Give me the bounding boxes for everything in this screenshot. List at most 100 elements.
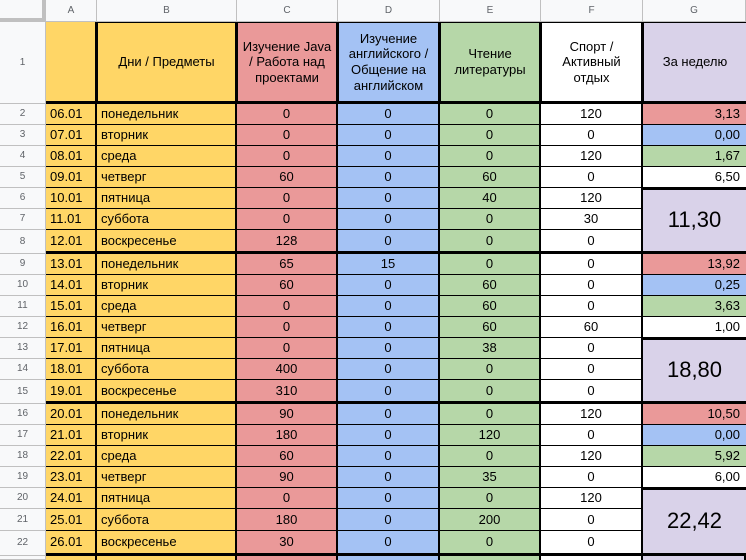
english-minutes-cell[interactable]: 0: [338, 446, 440, 467]
java-minutes-cell[interactable]: 0: [237, 338, 338, 359]
sport-minutes-cell[interactable]: 0: [541, 380, 643, 404]
row-header-15[interactable]: 15: [0, 380, 46, 404]
column-header-f[interactable]: F: [541, 0, 643, 22]
date-cell[interactable]: 08.01: [46, 146, 97, 167]
reading-minutes-cell[interactable]: 38: [440, 338, 541, 359]
reading-minutes-cell[interactable]: 0: [440, 380, 541, 404]
row-header-20[interactable]: 20: [0, 488, 46, 509]
sport-minutes-cell[interactable]: 0: [541, 167, 643, 188]
sport-minutes-cell[interactable]: 0: [541, 531, 643, 556]
date-cell[interactable]: 14.01: [46, 275, 97, 296]
weekly-total-cell[interactable]: 22,42: [643, 488, 746, 556]
day-cell[interactable]: четверг: [97, 317, 237, 338]
english-minutes-cell[interactable]: 0: [338, 467, 440, 488]
java-minutes-cell[interactable]: 0: [237, 317, 338, 338]
sport-minutes-cell[interactable]: 0: [541, 296, 643, 317]
java-minutes-cell[interactable]: 60: [237, 275, 338, 296]
partial-row-cell[interactable]: [643, 556, 746, 560]
column-header-d[interactable]: D: [338, 0, 440, 22]
day-cell[interactable]: вторник: [97, 125, 237, 146]
english-minutes-cell[interactable]: 0: [338, 425, 440, 446]
day-cell[interactable]: суббота: [97, 509, 237, 531]
java-minutes-cell[interactable]: 0: [237, 104, 338, 125]
partial-row-cell[interactable]: [541, 556, 643, 560]
java-minutes-cell[interactable]: 0: [237, 146, 338, 167]
date-cell[interactable]: 07.01: [46, 125, 97, 146]
partial-row-cell[interactable]: [97, 556, 237, 560]
date-cell[interactable]: 20.01: [46, 404, 97, 425]
date-cell[interactable]: 24.01: [46, 488, 97, 509]
reading-minutes-cell[interactable]: 35: [440, 467, 541, 488]
english-minutes-cell[interactable]: 0: [338, 531, 440, 556]
header-reading[interactable]: Чтение литературы: [440, 22, 541, 104]
weekly-ratio-cell[interactable]: 6,00: [643, 467, 746, 488]
english-minutes-cell[interactable]: 0: [338, 380, 440, 404]
day-cell[interactable]: среда: [97, 446, 237, 467]
java-minutes-cell[interactable]: 0: [237, 125, 338, 146]
java-minutes-cell[interactable]: 180: [237, 425, 338, 446]
date-cell[interactable]: 25.01: [46, 509, 97, 531]
row-header-17[interactable]: 17: [0, 425, 46, 446]
weekly-total-cell[interactable]: 18,80: [643, 338, 746, 404]
reading-minutes-cell[interactable]: 60: [440, 167, 541, 188]
sport-minutes-cell[interactable]: 0: [541, 254, 643, 275]
java-minutes-cell[interactable]: 180: [237, 509, 338, 531]
sport-minutes-cell[interactable]: 120: [541, 146, 643, 167]
english-minutes-cell[interactable]: 0: [338, 404, 440, 425]
day-cell[interactable]: воскресенье: [97, 531, 237, 556]
reading-minutes-cell[interactable]: 120: [440, 425, 541, 446]
date-cell[interactable]: 12.01: [46, 230, 97, 254]
java-minutes-cell[interactable]: 90: [237, 404, 338, 425]
java-minutes-cell[interactable]: 90: [237, 467, 338, 488]
weekly-ratio-cell[interactable]: 1,67: [643, 146, 746, 167]
row-header-19[interactable]: 19: [0, 467, 46, 488]
day-cell[interactable]: среда: [97, 296, 237, 317]
sport-minutes-cell[interactable]: 0: [541, 509, 643, 531]
row-header-partial[interactable]: [0, 556, 46, 560]
row-header-2[interactable]: 2: [0, 104, 46, 125]
sport-minutes-cell[interactable]: 0: [541, 125, 643, 146]
partial-row-cell[interactable]: [440, 556, 541, 560]
day-cell[interactable]: воскресенье: [97, 230, 237, 254]
row-header-11[interactable]: 11: [0, 296, 46, 317]
date-cell[interactable]: 23.01: [46, 467, 97, 488]
reading-minutes-cell[interactable]: 0: [440, 254, 541, 275]
day-cell[interactable]: вторник: [97, 275, 237, 296]
reading-minutes-cell[interactable]: 0: [440, 359, 541, 380]
date-cell[interactable]: 13.01: [46, 254, 97, 275]
row-header-4[interactable]: 4: [0, 146, 46, 167]
date-cell[interactable]: 16.01: [46, 317, 97, 338]
reading-minutes-cell[interactable]: 0: [440, 125, 541, 146]
column-header-e[interactable]: E: [440, 0, 541, 22]
sport-minutes-cell[interactable]: 30: [541, 209, 643, 230]
weekly-ratio-cell[interactable]: 1,00: [643, 317, 746, 338]
row-header-8[interactable]: 8: [0, 230, 46, 254]
java-minutes-cell[interactable]: 60: [237, 446, 338, 467]
english-minutes-cell[interactable]: 0: [338, 275, 440, 296]
sport-minutes-cell[interactable]: 120: [541, 104, 643, 125]
date-cell[interactable]: 18.01: [46, 359, 97, 380]
date-cell[interactable]: 09.01: [46, 167, 97, 188]
weekly-ratio-cell[interactable]: 0,25: [643, 275, 746, 296]
row-header-9[interactable]: 9: [0, 254, 46, 275]
row-header-21[interactable]: 21: [0, 509, 46, 531]
date-cell[interactable]: 11.01: [46, 209, 97, 230]
english-minutes-cell[interactable]: 0: [338, 209, 440, 230]
row-header-13[interactable]: 13: [0, 338, 46, 359]
day-cell[interactable]: четверг: [97, 467, 237, 488]
row-header-1[interactable]: 1: [0, 22, 46, 104]
java-minutes-cell[interactable]: 0: [237, 188, 338, 209]
day-cell[interactable]: понедельник: [97, 404, 237, 425]
date-cell[interactable]: 22.01: [46, 446, 97, 467]
header-days-subjects[interactable]: Дни / Предметы: [97, 22, 237, 104]
reading-minutes-cell[interactable]: 0: [440, 488, 541, 509]
header-week[interactable]: За неделю: [643, 22, 746, 104]
english-minutes-cell[interactable]: 0: [338, 317, 440, 338]
reading-minutes-cell[interactable]: 60: [440, 296, 541, 317]
reading-minutes-cell[interactable]: 0: [440, 209, 541, 230]
date-cell[interactable]: 21.01: [46, 425, 97, 446]
day-cell[interactable]: пятница: [97, 338, 237, 359]
reading-minutes-cell[interactable]: 0: [440, 230, 541, 254]
column-header-b[interactable]: B: [97, 0, 237, 22]
row-header-18[interactable]: 18: [0, 446, 46, 467]
